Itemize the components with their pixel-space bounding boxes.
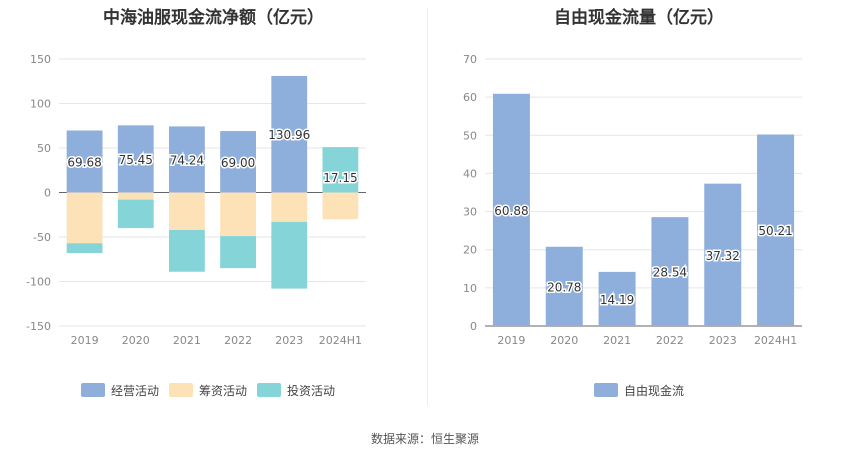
y-tick-label: -150 [26,320,51,333]
legend-swatch-投资活动 [257,383,281,397]
bar-2020-series-2 [117,199,154,229]
x-tick-label: 2019 [497,334,525,347]
free-cashflow-panel: 自由现金流量（亿元） 70 60 50 40 30 20 10 0 2019 2020 2021 20… [428,0,850,410]
y-tick-label: 0 [44,187,51,200]
y-tick-label: 100 [30,98,51,111]
data-label-2023: 130.96 [268,128,310,142]
y-tick-label: 150 [30,53,51,66]
net-cashflow-panel: 中海油服现金流净额（亿元） 150 100 50 0 -50 -100 -150 2019 20… [0,0,427,410]
x-tick-label: 2023 [275,334,303,347]
x-tick-label: 2024H1 [319,334,362,347]
data-label-2021: 74.24 [170,153,204,167]
y-tick-label: -100 [26,276,51,289]
free-cashflow-chart: 70 60 50 40 30 20 10 0 2019 2020 2021 2022 2023 2024H… [463,53,802,398]
bar-2022-series-0 [220,131,256,193]
x-tick-label: 2021 [603,334,631,347]
data-label-2020: 75.45 [119,153,153,167]
y-tick-label: -50 [33,231,51,244]
y-tick-label: 50 [463,129,477,142]
x-tick-label: 2019 [71,334,99,347]
x-tick-label: 2020 [122,334,150,347]
bar-2019-series-1 [66,192,103,244]
bar-2024H1-series-2 [322,147,359,193]
bar-2023-series-1 [271,192,308,222]
bar-2021-series-0 [598,271,636,326]
data-label-2019: 69.68 [67,155,101,169]
bar-2023-series-2 [271,221,308,289]
bar-2019-series-2 [66,243,103,254]
free-cashflow-title: 自由现金流量（亿元） [554,8,724,28]
y-tick-label: 70 [463,53,477,66]
bar-2021-series-1 [169,192,205,230]
bar-2022-series-2 [220,236,256,269]
net-cashflow-chart: 150 100 50 0 -50 -100 -150 2019 2020 2021 2022 2023… [26,53,366,398]
x-tick-label: 2020 [550,334,578,347]
bar-2024H1-series-0 [757,134,795,326]
bar-2021-series-0 [169,126,205,193]
panel-divider [427,8,428,406]
bar-2019-series-0 [66,130,103,193]
bar-2022-series-0 [651,217,689,326]
bar-2021-series-2 [169,229,205,272]
data-label-2022: 69.00 [221,156,255,170]
data-label-2021: 14.19 [600,293,634,307]
legend-swatch-自由现金流 [594,383,618,397]
bar-2020-series-0 [545,246,583,326]
data-label-2023: 37.32 [706,249,740,263]
legend-label-筹资活动: 筹资活动 [199,384,247,398]
bar-2022-series-1 [220,192,256,237]
x-tick-label: 2022 [656,334,684,347]
y-tick-label: 50 [37,142,51,155]
x-tick-label: 2022 [224,334,252,347]
y-tick-label: 40 [463,167,477,180]
y-tick-label: 20 [463,244,477,257]
x-tick-label: 2024H1 [754,334,797,347]
y-tick-label: 10 [463,282,477,295]
net-cashflow-title: 中海油服现金流净额（亿元） [103,8,324,28]
data-label-2019: 60.88 [494,204,528,218]
legend-swatch-经营活动 [81,383,105,397]
data-label-2022: 28.54 [653,266,687,280]
x-tick-label: 2021 [173,334,201,347]
bar-2023-series-0 [271,75,308,193]
bar-2020-series-1 [117,192,154,200]
bar-2024H1-series-1 [322,192,359,220]
bar-2019-series-0 [492,93,530,326]
data-label-2024H1: 50.21 [758,224,792,238]
bar-2023-series-0 [704,183,742,326]
legend-label-经营活动: 经营活动 [111,384,159,398]
legend-swatch-筹资活动 [169,383,193,397]
legend-label-投资活动: 投资活动 [287,383,335,398]
data-source-note: 数据来源：恒生聚源 [370,432,479,446]
y-tick-label: 0 [470,320,477,333]
y-tick-label: 60 [463,91,477,104]
legend-label-自由现金流: 自由现金流 [624,383,684,398]
data-label-2024H1: 17.15 [323,171,357,185]
data-label-2020: 20.78 [547,280,581,294]
y-tick-label: 30 [463,206,477,219]
x-tick-label: 2023 [709,334,737,347]
bar-2020-series-0 [117,125,154,193]
